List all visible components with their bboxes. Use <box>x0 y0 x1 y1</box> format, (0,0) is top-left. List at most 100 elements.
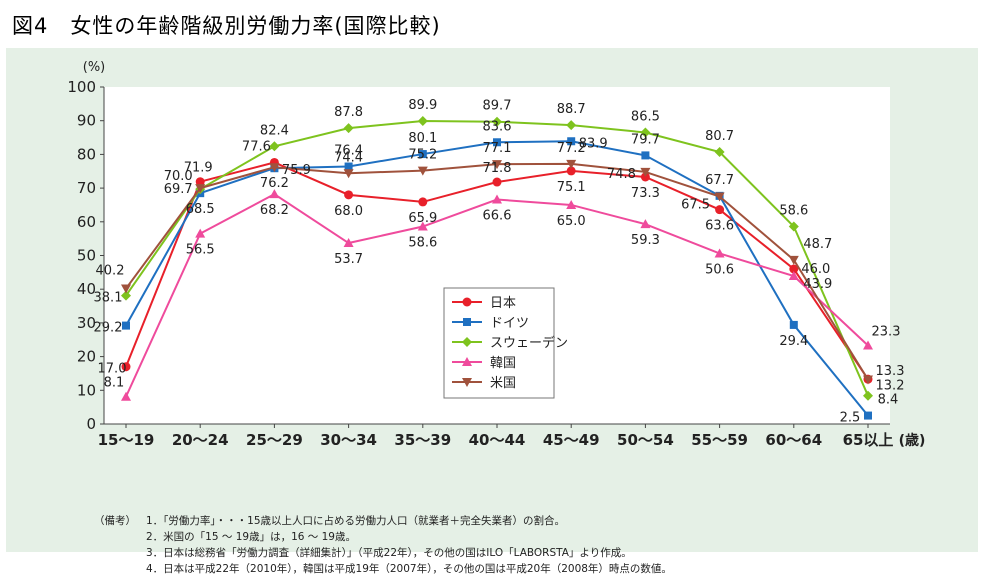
data-point <box>122 321 130 330</box>
y-tick-label: 30 <box>77 314 96 332</box>
data-point <box>566 199 577 209</box>
y-tick-label: 50 <box>77 247 96 265</box>
note-item: 4．日本は平成22年（2010年），韓国は平成19年（2007年），その他の国は… <box>146 563 672 575</box>
legend-label: 米国 <box>490 376 516 391</box>
data-label: 70.0 <box>164 169 193 184</box>
data-label: 76.2 <box>260 176 289 191</box>
data-label: 50.6 <box>705 262 734 277</box>
data-label: 29.2 <box>94 321 123 336</box>
data-point <box>714 248 725 258</box>
data-label: 67.7 <box>705 173 734 188</box>
data-label: 38.1 <box>94 291 123 306</box>
data-label: 8.1 <box>104 376 125 391</box>
data-point <box>715 205 725 215</box>
data-point <box>343 123 354 134</box>
data-point <box>789 264 799 274</box>
data-label: 53.7 <box>334 252 363 267</box>
y-tick-label: 40 <box>77 280 96 298</box>
data-label: 73.3 <box>631 186 660 201</box>
data-label: 87.8 <box>334 105 363 120</box>
data-label: 75.9 <box>282 163 311 178</box>
data-label: 13.2 <box>876 379 905 394</box>
data-label: 43.9 <box>803 277 832 292</box>
data-point <box>714 147 725 158</box>
legend-marker <box>462 337 472 347</box>
data-label: 75.2 <box>408 148 437 163</box>
legend-marker <box>462 378 472 387</box>
data-point <box>269 189 280 199</box>
data-label: 74.4 <box>334 150 363 165</box>
data-point <box>788 271 799 281</box>
data-point <box>714 192 725 202</box>
data-point <box>789 320 798 329</box>
data-label: 67.5 <box>681 198 710 213</box>
x-tick-label: 35〜39 <box>394 431 451 449</box>
data-point <box>641 151 650 160</box>
data-label: 58.6 <box>779 204 808 219</box>
legend-label: スウェーデン <box>490 335 568 351</box>
y-tick-label: 90 <box>77 112 96 130</box>
x-tick-label: 20〜24 <box>172 431 229 449</box>
data-point <box>418 197 428 207</box>
data-point <box>566 159 577 169</box>
x-tick-label: 65以上 <box>843 431 894 449</box>
data-label: 80.1 <box>408 131 437 146</box>
data-point <box>864 411 872 420</box>
chart-panel: 0 10 20 30 40 50 60 70 80 90 100 (%) 15〜19 20〜24 25〜29… <box>6 48 978 575</box>
x-tick-label: 30〜34 <box>320 431 377 449</box>
data-label: 17.0 <box>98 362 127 377</box>
data-point <box>640 167 651 177</box>
x-axis-label: (歳) <box>899 432 926 449</box>
y-tick-label: 60 <box>77 213 96 231</box>
data-label: 79.7 <box>631 132 660 147</box>
data-label: 63.6 <box>705 219 734 234</box>
data-label: 23.3 <box>872 324 901 339</box>
data-point <box>344 190 354 200</box>
data-label: 65.0 <box>557 214 586 229</box>
data-label: 59.3 <box>631 233 660 248</box>
data-point <box>493 138 501 147</box>
legend-marker <box>463 318 471 326</box>
data-point <box>788 255 799 265</box>
data-label: 58.6 <box>408 236 437 251</box>
data-point <box>418 150 427 159</box>
data-label: 40.2 <box>96 264 125 279</box>
data-point <box>195 177 205 187</box>
data-label: 77.2 <box>557 141 586 156</box>
data-point <box>492 177 502 187</box>
data-point <box>269 141 280 152</box>
data-point <box>121 290 131 301</box>
data-point <box>269 163 280 173</box>
figure-title: 図4 女性の年齢階級別労働力率(国際比較) <box>12 14 441 38</box>
data-point <box>492 116 502 127</box>
data-label: 69.7 <box>164 182 193 197</box>
data-point <box>567 137 576 146</box>
legend-marker <box>462 297 472 307</box>
x-tick-label: 15〜19 <box>98 431 155 449</box>
data-label: 77.1 <box>483 141 512 156</box>
note-item: 2．米国の「15 〜 19歳」は，16 〜 19歳。 <box>146 531 356 543</box>
note-row: （備考） 1．「労働力率」・・・15歳以上人口に占める労働力人口（就業者＋完全失… <box>94 513 672 529</box>
legend-marker <box>462 357 472 366</box>
data-label: 71.8 <box>483 161 512 176</box>
y-tick-label: 20 <box>77 348 96 366</box>
data-label: 75.1 <box>557 180 586 195</box>
notes: （備考） 1．「労働力率」・・・15歳以上人口に占める労働力人口（就業者＋完全失… <box>94 513 672 577</box>
note-row: 3．日本は総務省「労働力調査（詳細集計）」（平成22年），その他の国はILO「L… <box>94 545 672 561</box>
notes-label: （備考） <box>94 515 136 527</box>
data-label: 68.2 <box>260 203 289 218</box>
data-point <box>343 238 354 248</box>
x-tick-label: 25〜29 <box>246 431 303 449</box>
data-label: 88.7 <box>557 102 586 117</box>
line-chart: 0 10 20 30 40 50 60 70 80 90 100 (%) 15〜19 20〜24 25〜29… <box>67 60 926 449</box>
data-point <box>417 221 428 231</box>
y-tick-label: 0 <box>86 415 96 433</box>
data-label: 8.4 <box>878 393 899 408</box>
y-tick-label: 100 <box>67 78 96 96</box>
data-point <box>863 340 873 350</box>
data-point <box>121 362 131 372</box>
data-label: 29.4 <box>779 334 808 349</box>
data-point <box>492 160 502 170</box>
data-label: 48.7 <box>803 237 832 252</box>
x-tick-label: 60〜64 <box>765 431 822 449</box>
